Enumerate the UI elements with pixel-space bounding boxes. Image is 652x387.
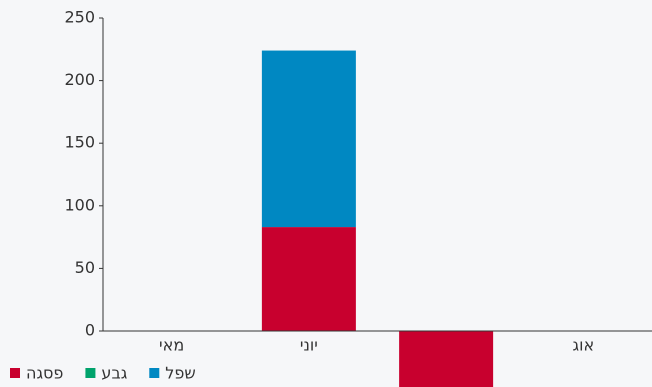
- x-tick-label: מאי: [159, 336, 184, 355]
- legend-swatch: [149, 368, 160, 378]
- x-tick-label: יוני: [300, 336, 318, 355]
- y-tick-label: 50: [75, 258, 95, 277]
- legend-label: שפל: [165, 364, 195, 383]
- x-tick-label: אוג: [573, 336, 595, 355]
- y-tick-label: 150: [64, 133, 95, 152]
- legend-swatch: [85, 368, 96, 378]
- y-tick-label: 200: [64, 70, 95, 89]
- y-tick-label: 250: [64, 8, 95, 27]
- y-tick-label: 0: [85, 321, 95, 340]
- legend-label: פסגה: [26, 364, 63, 383]
- bar-segment: [399, 331, 494, 387]
- legend-label: גבע: [101, 364, 127, 383]
- y-tick-label: 100: [64, 195, 95, 214]
- bar-segment: [261, 50, 356, 228]
- bar-segment: [261, 227, 356, 331]
- legend-swatch: [10, 368, 20, 378]
